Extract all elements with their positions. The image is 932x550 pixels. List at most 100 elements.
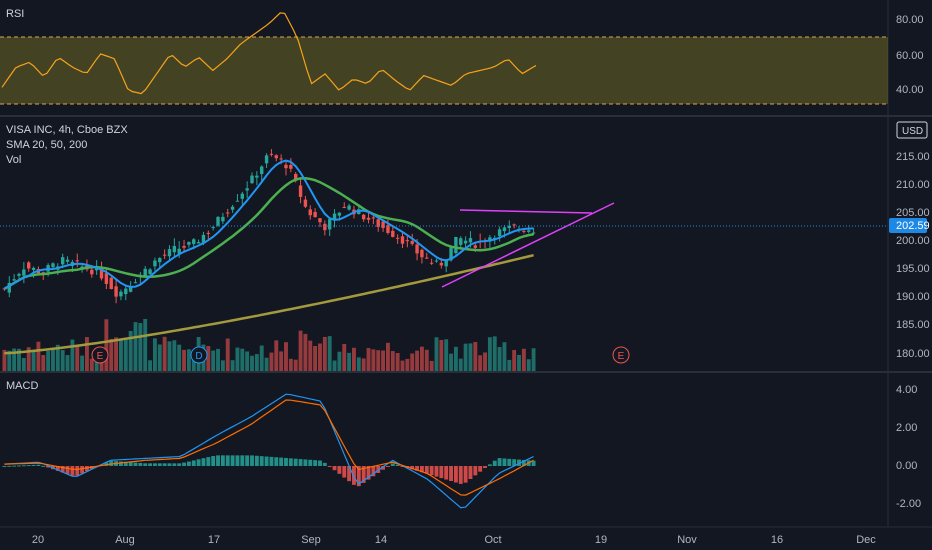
event-label: E xyxy=(618,351,625,362)
candle-body xyxy=(167,249,172,257)
candle-body xyxy=(245,188,249,191)
candle-body xyxy=(148,269,152,274)
macd-title[interactable]: MACD xyxy=(6,380,39,392)
volume-bar xyxy=(342,343,347,371)
macd-histogram-bar xyxy=(473,466,478,476)
symbol-title[interactable]: VISA INC, 4h, Cboe BZX xyxy=(6,124,128,136)
rsi-tick: 60.00 xyxy=(896,50,924,62)
time-axis[interactable]: 20 Aug 17 Sep 14 Oct 19 Nov 16 Dec xyxy=(32,534,876,546)
volume-legend[interactable]: Vol xyxy=(6,154,22,166)
macd-histogram-bar xyxy=(434,466,439,477)
candle-body xyxy=(488,237,492,242)
macd-histogram-bar xyxy=(128,462,133,466)
candle-body xyxy=(391,230,395,237)
volume-bar xyxy=(497,347,502,371)
macd-histogram xyxy=(2,455,536,487)
price-tick: 190.00 xyxy=(896,291,930,303)
macd-histogram-bar xyxy=(458,466,463,484)
candle-body xyxy=(226,212,230,214)
volume-bar xyxy=(449,353,453,371)
candle-body xyxy=(473,245,478,248)
macd-histogram-bar xyxy=(167,463,172,466)
macd-histogram-bar xyxy=(521,459,526,466)
volume-bar xyxy=(85,337,89,371)
macd-tick: 2.00 xyxy=(896,422,917,434)
volume-bar xyxy=(240,348,245,371)
candle-body xyxy=(415,244,419,254)
candle-body xyxy=(527,230,531,232)
volume-bar xyxy=(186,349,191,371)
macd-histogram-bar xyxy=(288,458,293,466)
macd-histogram-bar xyxy=(162,463,167,466)
volume-bar xyxy=(361,358,366,371)
volume-bar xyxy=(264,357,269,371)
volume-bar xyxy=(51,349,55,371)
candle-body xyxy=(143,268,147,277)
macd-histogram-bar xyxy=(463,466,468,483)
volume-bar xyxy=(463,343,468,371)
candle-body xyxy=(522,230,526,232)
candle-body xyxy=(158,258,162,263)
currency-button[interactable]: USD xyxy=(896,121,928,139)
volume-bar xyxy=(458,358,463,371)
volume-bar xyxy=(288,358,293,371)
macd-histogram-bar xyxy=(26,465,31,467)
volume-bar xyxy=(478,355,483,371)
volume-bar xyxy=(191,356,196,371)
volume-bar xyxy=(128,330,133,371)
volume-bar xyxy=(453,346,458,371)
candle-body xyxy=(7,282,11,293)
rsi-title[interactable]: RSI xyxy=(6,8,25,20)
volume-bar xyxy=(225,338,230,371)
rsi-band xyxy=(0,37,888,104)
trendline-top[interactable] xyxy=(459,209,593,214)
time-tick: 14 xyxy=(375,534,387,546)
earnings-event-marker[interactable]: E xyxy=(91,346,109,364)
macd-histogram-bar xyxy=(410,466,415,470)
candle-body xyxy=(284,164,288,169)
time-tick: Dec xyxy=(856,534,876,546)
macd-histogram-bar xyxy=(36,464,41,466)
volume-bar xyxy=(308,340,313,371)
candle-body xyxy=(12,279,16,281)
candle-body xyxy=(255,175,259,178)
volume-bar xyxy=(123,337,128,371)
candle-body xyxy=(449,247,453,261)
sma-legend[interactable]: SMA 20, 50, 200 xyxy=(6,139,88,151)
macd-histogram-bar xyxy=(196,459,201,466)
volume-bar xyxy=(390,351,395,371)
volume-bar xyxy=(483,352,487,371)
candle-body xyxy=(308,209,312,216)
earnings-event-marker[interactable]: E xyxy=(612,346,630,364)
candle-body xyxy=(361,214,366,220)
candle-body xyxy=(221,216,225,222)
macd-histogram-bar xyxy=(274,457,279,466)
macd-histogram-bar xyxy=(415,466,420,471)
volume-bar xyxy=(313,345,318,371)
volume-bar xyxy=(517,354,521,371)
volume-bar xyxy=(148,360,153,371)
macd-histogram-bar xyxy=(507,458,512,466)
candle-body xyxy=(454,237,458,254)
sma-200-line xyxy=(4,253,534,355)
price-tick: 200.00 xyxy=(896,235,930,247)
candle-body xyxy=(386,225,390,233)
macd-histogram-bar xyxy=(439,466,444,479)
volume-bar xyxy=(2,349,7,371)
candle-body xyxy=(119,291,123,297)
candle-body xyxy=(497,229,502,237)
macd-histogram-bar xyxy=(230,455,235,466)
candle-body xyxy=(468,238,473,243)
volume-bar xyxy=(220,360,225,371)
volume-bar xyxy=(395,353,400,371)
candle-body xyxy=(342,206,346,208)
trendline-bottom[interactable] xyxy=(441,202,615,288)
dividend-event-marker[interactable]: D xyxy=(190,346,208,364)
macd-histogram-bar xyxy=(308,459,313,466)
macd-histogram-bar xyxy=(313,460,318,466)
candle-body xyxy=(192,239,196,244)
volume-bar xyxy=(143,318,148,371)
macd-histogram-bar xyxy=(80,466,85,474)
macd-histogram-bar xyxy=(172,463,177,466)
